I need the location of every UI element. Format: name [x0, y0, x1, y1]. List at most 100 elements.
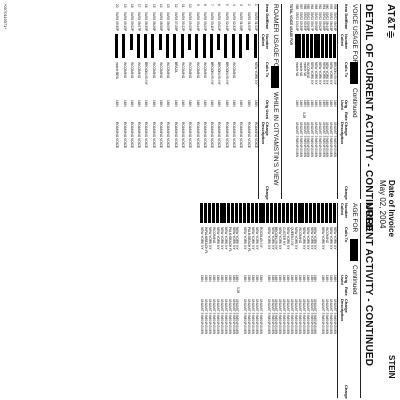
charge-description: UNLIMIT 5 WKN/N0 MIN	[204, 299, 209, 335]
calls-to: NEW YORK NY	[278, 227, 283, 250]
column-header: Charge	[265, 186, 270, 200]
charge-description: ROAMING VOICE	[122, 122, 127, 149]
column-header: Charge Description	[339, 122, 349, 145]
call-date: 05/02	[329, 12, 334, 20]
charge-description: ROAMING VOICE	[224, 122, 229, 149]
calls-to: BROOKLYN NY	[144, 62, 149, 85]
table-row	[317, 203, 321, 398]
calls-to: INCOMING	[129, 62, 134, 79]
calls-to: BROOKLYN NY	[224, 62, 229, 85]
minutes-used: 1MN	[251, 275, 256, 282]
item-number: 20	[115, 4, 120, 8]
minutes-used: 1MN	[210, 100, 215, 107]
table-row: 8 04/08 03:25P INCOMING 1MN ROAMING VOICE	[202, 4, 207, 199]
minutes-used: 1MN	[290, 275, 295, 282]
call-time: 10:24P	[295, 21, 299, 32]
redaction-bar	[321, 34, 325, 58]
redaction-bar	[309, 203, 313, 223]
table-row: 6 04/08 03:02P BROOKLYN NY 1MN ROAMING VOICE	[217, 4, 222, 199]
table-row: INCOMING 1MN UNLIMIT 5 WKN/N0 MIN	[324, 203, 330, 398]
call-time: 08:26P	[151, 21, 156, 32]
redaction-bar	[207, 203, 211, 223]
calls-to: NEW YORK NY	[243, 227, 248, 250]
charge-description: UNLIMIT 5 WKN/N0 MIN	[325, 299, 330, 335]
redaction-bar	[317, 203, 321, 223]
customer-name: STEIN	[387, 355, 396, 379]
redaction-bar	[215, 203, 219, 223]
minutes-used: 1MN	[325, 275, 330, 282]
call-time: 02:44P	[224, 21, 229, 32]
total-voice-usage: TOTAL VOICE USAGE FOR	[289, 4, 293, 45]
column-header: Number Called	[339, 203, 349, 219]
minutes-used: 1MN	[282, 275, 287, 282]
item-number: 10	[188, 4, 193, 8]
call-time: 09:35P	[115, 21, 120, 32]
call-date: 04/08	[239, 12, 244, 20]
item-number: 964	[310, 4, 315, 10]
minutes-used: 1MN	[200, 275, 205, 282]
minutes-used: 1MN	[254, 100, 258, 107]
continued-label: Continued	[351, 265, 358, 295]
minutes-used: 1MN	[204, 275, 209, 282]
table-row: NEW YORK NY 1MN UNLIMIT 5 WKN/N0 MIN	[207, 203, 213, 398]
item-number: 3	[239, 4, 244, 6]
redaction-bar	[211, 203, 215, 223]
detail-title-continued: URRENT ACTIVITY - CONTINUED	[363, 203, 374, 367]
minutes-used: 1MN	[129, 100, 134, 107]
call-time: 08:57P	[137, 21, 142, 32]
table-row: NEW YORK NY 1MN UNLIMIT 5 WKN/N0 MIN	[278, 203, 282, 398]
calls-to: WPALMBEACH FL	[204, 227, 209, 255]
call-date: 04/08	[144, 12, 149, 20]
calls-to: NEW YORK NY	[254, 62, 258, 85]
minutes-used: 1MN	[217, 100, 222, 107]
charge-description: ROAMING VOICE	[217, 122, 222, 149]
table-row: NEW YORK NY 1MN UNLIMIT 5 WKN/N0 MIN	[285, 203, 291, 398]
call-date: 04/08	[188, 12, 193, 20]
table-row: NEW YORK NY 1MN UNLIMIT 5 WKN/N0 MIN	[200, 203, 204, 398]
table-row: 17 04/08 08:57P INCOMING 1MN ROAMING VOICE	[136, 4, 142, 199]
usage-rows: NEW YORK NY 1MN UNLIMIT 5 WKN/N0 MIN NEW YO…	[196, 203, 337, 398]
calls-to: NEW YORK NY	[310, 62, 315, 85]
minutes-used: 1MN	[246, 100, 251, 107]
calls-to: NEW YORK NY	[266, 227, 271, 250]
call-date: 05/02	[310, 12, 315, 20]
table-row: 12 04/08 07:28P BRAZIL 1MN ROAMING VOICE	[173, 4, 178, 199]
table-row: NEW YORK NY 1MN UNLIMIT 5 WKN/N0 MIN	[320, 203, 325, 398]
charge-description: UNLIMIT 5 WKN/N0 MIN	[208, 299, 213, 335]
table-row: 968 05/02 10:24P mobile VA 1MN UNLIMIT 5 WKN/…	[294, 4, 299, 199]
calls-to: NEW YORK NY	[329, 62, 334, 85]
table-row: 20 04/08 09:35P mobile BRA 1MN ROAMING VOICE	[114, 4, 120, 199]
minutes-used: 1MN	[115, 100, 120, 107]
table-row: 3 04/08 01:08P 1MN ROAMING VOICE	[239, 4, 243, 199]
minutes-used: 1MN	[208, 275, 213, 282]
divider	[337, 4, 338, 199]
redaction-bar	[242, 203, 246, 223]
item-number: 18	[129, 4, 134, 8]
redaction-bar	[320, 203, 324, 223]
redaction-bar	[144, 34, 148, 58]
item-number: 6	[217, 4, 222, 6]
redaction-bar	[223, 203, 227, 223]
minutes-used: 1MN	[286, 275, 291, 282]
call-time: 01:08P	[239, 21, 244, 32]
charge-value: 0.28	[302, 112, 306, 119]
call-time: 07:28P	[173, 21, 178, 32]
charge-description: ROAMING VOICE	[202, 122, 207, 149]
charge-description: ROAMING VOICE	[254, 122, 258, 149]
table-row: 4 04/08 02:32P INCOMING 1MN ROAMING VOICE	[231, 4, 237, 199]
redaction-bar	[313, 203, 317, 223]
call-date: 04/08	[224, 12, 229, 20]
call-date: 04/08	[246, 12, 251, 20]
call-date: 04/08	[195, 12, 200, 20]
call-date: 04/08	[166, 12, 171, 20]
call-date: 04/08	[181, 12, 185, 20]
redaction-bar	[306, 34, 310, 58]
calls-to: mobile VA	[295, 62, 299, 77]
table-row	[239, 203, 243, 398]
charge-description: ROAMING VOICE	[188, 122, 193, 149]
divider	[360, 203, 361, 398]
item-number: 5	[224, 4, 229, 6]
minutes-used: 1MN	[232, 100, 237, 107]
calls-to: INCOMING	[159, 62, 164, 79]
call-time: 09:02P	[129, 21, 134, 32]
